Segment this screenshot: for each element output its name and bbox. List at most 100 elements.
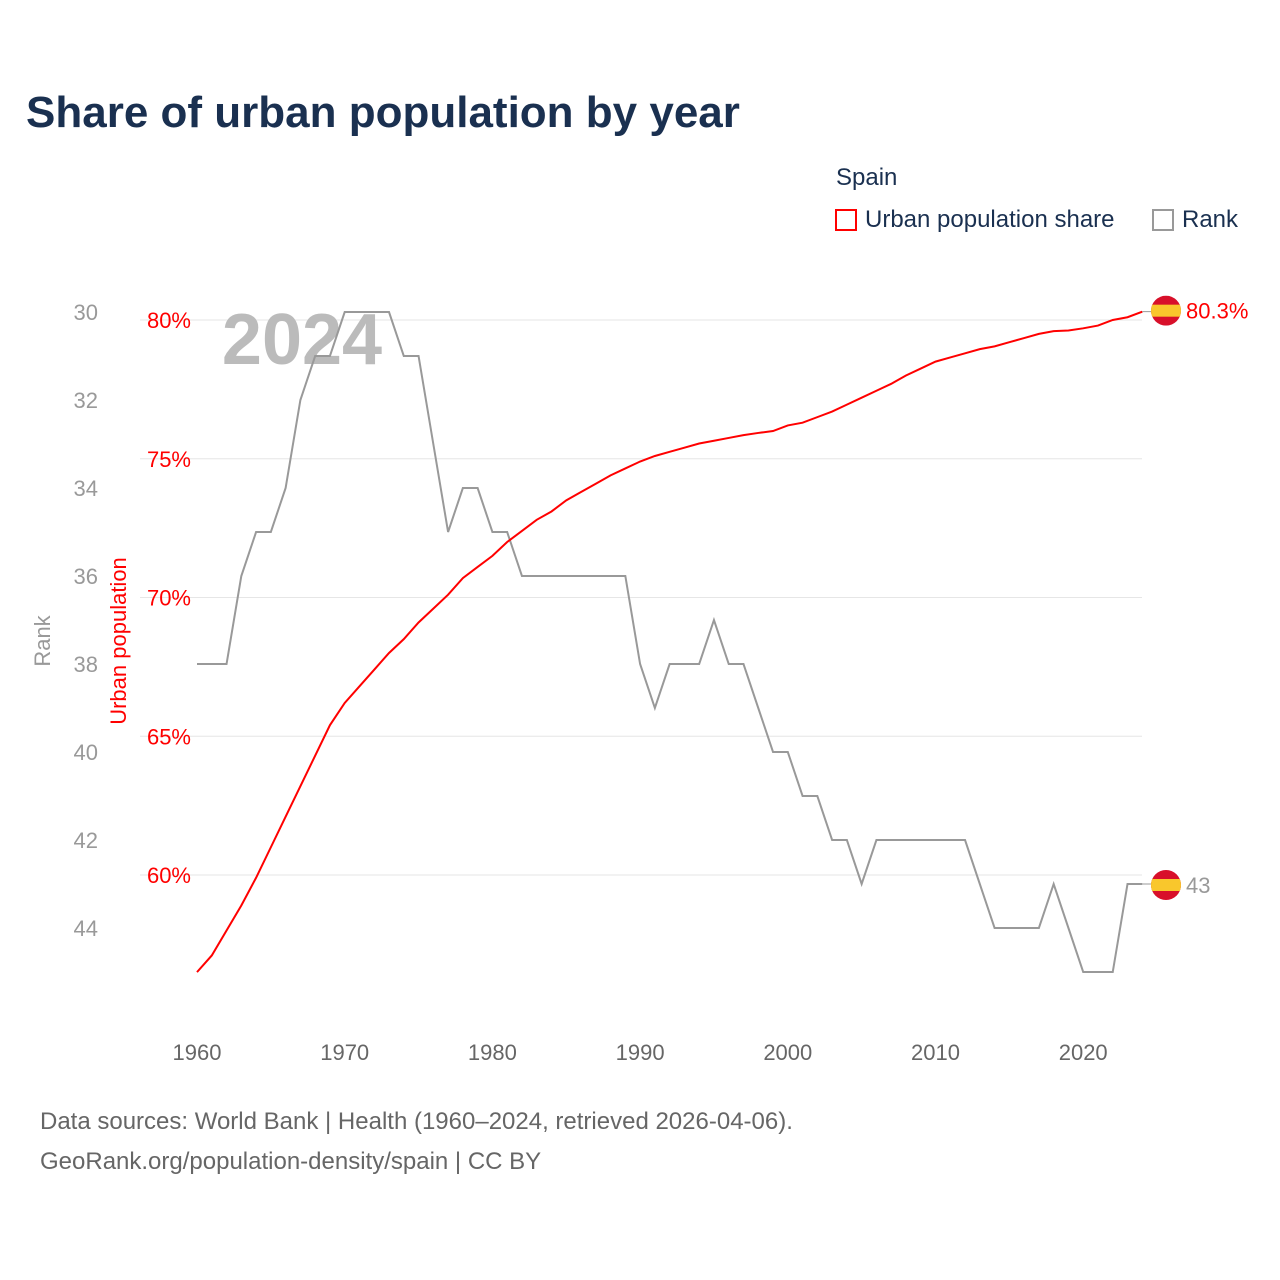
urban-point [1036, 331, 1042, 337]
rank-point [711, 617, 717, 623]
urban-point [1051, 328, 1057, 334]
urban-point [681, 445, 687, 451]
rank-point [342, 309, 348, 315]
rank-point [1065, 925, 1071, 931]
rank-point [371, 309, 377, 315]
urban-point [903, 373, 909, 379]
rank-point [652, 705, 658, 711]
x-tick-label: 2020 [1059, 1040, 1108, 1065]
rank-point [548, 573, 554, 579]
rank-point [593, 573, 599, 579]
rank-point [740, 661, 746, 667]
spain-flag-icon-urban-stripe [1151, 304, 1181, 317]
chart-title: Share of urban population by year [26, 88, 740, 137]
rank-point [253, 529, 259, 535]
urban-point [401, 636, 407, 642]
urban-point [519, 528, 525, 534]
legend-label-rank: Rank [1182, 206, 1239, 233]
rank-tick-label: 38 [74, 652, 98, 677]
urban-point [933, 359, 939, 365]
rank-point [696, 661, 702, 667]
urban-tick-label: 80% [147, 308, 191, 333]
urban-point [268, 844, 274, 850]
rank-point [268, 529, 274, 535]
rank-point [726, 661, 732, 667]
urban-point [297, 783, 303, 789]
urban-point [460, 575, 466, 581]
urban-point [770, 428, 776, 434]
urban-point [489, 553, 495, 559]
urban-point [224, 928, 230, 934]
urban-point [622, 465, 628, 471]
urban-line [196, 310, 1143, 973]
urban-point [652, 453, 658, 459]
footer-source: Data sources: World Bank | Health (1960–… [40, 1108, 793, 1135]
urban-point [844, 402, 850, 408]
urban-point [1095, 323, 1101, 329]
rank-point [681, 661, 687, 667]
urban-point [253, 875, 259, 881]
urban-point [800, 420, 806, 426]
urban-point [696, 440, 702, 446]
rank-tick-label: 30 [74, 300, 98, 325]
urban-point [962, 350, 968, 356]
x-tick-label: 2000 [763, 1040, 812, 1065]
rank-point [1036, 925, 1042, 931]
urban-point [416, 619, 422, 625]
urban-point [563, 497, 569, 503]
urban-tick-label: 70% [147, 586, 191, 611]
rank-tick-label: 34 [74, 476, 98, 501]
rank-point [977, 881, 983, 887]
rank-point [947, 837, 953, 843]
urban-point [386, 650, 392, 656]
spain-flag-icon-rank-stripe [1151, 879, 1181, 891]
rank-point [800, 793, 806, 799]
urban-point [992, 343, 998, 349]
rank-point [327, 353, 333, 359]
urban-point [548, 508, 554, 514]
rank-tick-label: 44 [74, 916, 98, 941]
urban-point [859, 395, 865, 401]
urban-point [829, 409, 835, 415]
x-tick-label: 1990 [616, 1040, 665, 1065]
rank-tick-label: 36 [74, 564, 98, 589]
urban-point [947, 354, 953, 360]
urban-point [726, 435, 732, 441]
urban-point [740, 432, 746, 438]
rank-point [859, 881, 865, 887]
rank-point [667, 661, 673, 667]
urban-point [445, 592, 451, 598]
rank-point [489, 529, 495, 535]
urban-point [888, 381, 894, 387]
urban-tick-label: 60% [147, 863, 191, 888]
urban-point [504, 539, 510, 545]
urban-point [1021, 335, 1027, 341]
rank-point [416, 353, 422, 359]
x-tick-label: 1980 [468, 1040, 517, 1065]
x-tick-label: 2010 [911, 1040, 960, 1065]
urban-point [711, 438, 717, 444]
legend-label-urban: Urban population share [865, 206, 1115, 233]
legend-item-urban[interactable]: Urban population share [835, 206, 1115, 234]
rank-point [873, 837, 879, 843]
legend-title: Spain [836, 164, 898, 191]
urban-point [814, 414, 820, 420]
rank-axis-label: Rank [30, 614, 55, 666]
rank-point [224, 661, 230, 667]
x-tick-label: 1970 [320, 1040, 369, 1065]
urban-point [283, 814, 289, 820]
rank-point [578, 573, 584, 579]
legend-item-rank[interactable]: Rank [1152, 206, 1238, 234]
urban-tick-label: 65% [147, 724, 191, 749]
urban-point [593, 481, 599, 487]
rank-point [209, 661, 215, 667]
legend-swatch-rank [1152, 209, 1174, 231]
rank-point [194, 661, 200, 667]
rank-point [933, 837, 939, 843]
rank-point [475, 485, 481, 491]
urban-point [1125, 314, 1131, 320]
rank-point [504, 529, 510, 535]
rank-point [829, 837, 835, 843]
urban-point [327, 722, 333, 728]
urban-point [475, 564, 481, 570]
